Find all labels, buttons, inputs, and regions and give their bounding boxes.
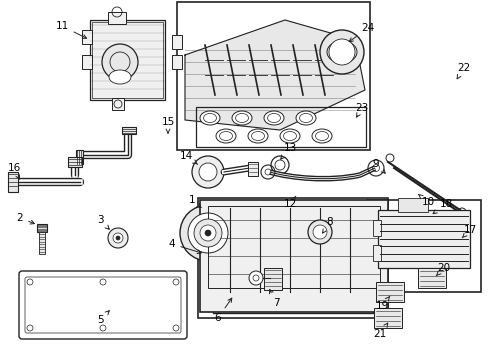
Circle shape [204, 230, 210, 236]
Circle shape [108, 228, 128, 248]
Bar [264, 268, 282, 290]
Bar [90, 20, 164, 100]
Text: 14: 14 [179, 151, 197, 164]
Circle shape [307, 220, 331, 244]
Bar [68, 157, 82, 167]
Text: 10: 10 [418, 194, 434, 207]
Circle shape [27, 279, 33, 285]
FancyBboxPatch shape [19, 271, 186, 339]
Ellipse shape [295, 111, 315, 125]
Text: 22: 22 [456, 63, 469, 79]
Text: 3: 3 [97, 215, 109, 229]
Circle shape [194, 219, 222, 247]
Ellipse shape [251, 131, 264, 140]
Bar [207, 206, 379, 288]
Circle shape [192, 156, 224, 188]
Ellipse shape [283, 131, 296, 140]
Text: 11: 11 [55, 21, 86, 38]
Circle shape [200, 225, 216, 241]
Ellipse shape [315, 131, 328, 140]
Text: 24: 24 [348, 23, 374, 42]
Bar [196, 107, 365, 147]
Ellipse shape [280, 129, 299, 143]
Bar [372, 220, 380, 236]
Circle shape [100, 325, 106, 331]
Text: 13: 13 [280, 143, 296, 159]
Circle shape [173, 279, 179, 285]
Text: 4: 4 [168, 239, 201, 253]
Bar [377, 210, 469, 268]
Text: 1: 1 [188, 195, 201, 207]
Ellipse shape [109, 70, 131, 84]
Bar [108, 12, 126, 24]
Circle shape [180, 205, 236, 261]
Circle shape [187, 213, 227, 253]
Bar [366, 200, 480, 292]
Ellipse shape [299, 113, 312, 122]
Bar [198, 198, 387, 318]
Bar [373, 308, 401, 328]
Text: 23: 23 [355, 103, 368, 117]
Circle shape [116, 236, 120, 240]
Text: 9: 9 [372, 159, 385, 173]
Bar [247, 162, 258, 176]
Circle shape [252, 275, 259, 281]
Text: 21: 21 [373, 323, 387, 339]
Circle shape [248, 271, 263, 285]
Circle shape [173, 325, 179, 331]
Bar [213, 245, 372, 313]
Bar [8, 172, 18, 192]
Text: 15: 15 [161, 117, 174, 133]
Circle shape [319, 30, 363, 74]
Text: 20: 20 [435, 263, 449, 276]
Ellipse shape [203, 113, 216, 122]
Circle shape [102, 44, 138, 80]
Ellipse shape [267, 113, 280, 122]
Circle shape [312, 225, 326, 239]
Bar [92, 22, 163, 98]
Ellipse shape [264, 111, 284, 125]
Ellipse shape [311, 129, 331, 143]
Circle shape [199, 163, 217, 181]
Text: 12: 12 [283, 196, 296, 209]
Circle shape [328, 39, 354, 65]
Bar [82, 55, 92, 69]
Ellipse shape [200, 111, 220, 125]
Text: 17: 17 [461, 225, 476, 238]
Bar [82, 30, 92, 44]
Circle shape [27, 325, 33, 331]
Bar [375, 282, 403, 302]
Bar [39, 232, 45, 254]
Ellipse shape [247, 129, 267, 143]
Bar [112, 98, 124, 110]
Bar [172, 35, 182, 49]
Text: 6: 6 [214, 298, 231, 323]
Text: 16: 16 [7, 163, 20, 179]
Ellipse shape [216, 129, 236, 143]
Bar [172, 55, 182, 69]
Text: 19: 19 [375, 296, 389, 311]
Bar [417, 268, 445, 288]
Bar [122, 127, 136, 134]
Bar [397, 198, 427, 212]
Ellipse shape [235, 113, 248, 122]
Bar [372, 245, 380, 261]
Ellipse shape [231, 111, 251, 125]
Ellipse shape [219, 131, 232, 140]
Bar [37, 224, 47, 232]
Text: 5: 5 [97, 311, 109, 325]
Bar [76, 150, 83, 164]
Text: 7: 7 [269, 289, 279, 308]
Bar [200, 200, 387, 312]
Circle shape [113, 233, 123, 243]
Circle shape [100, 279, 106, 285]
Text: 2: 2 [17, 213, 34, 224]
Text: 8: 8 [322, 217, 333, 233]
Bar [177, 2, 369, 150]
Text: 18: 18 [432, 199, 452, 214]
Polygon shape [184, 20, 364, 130]
